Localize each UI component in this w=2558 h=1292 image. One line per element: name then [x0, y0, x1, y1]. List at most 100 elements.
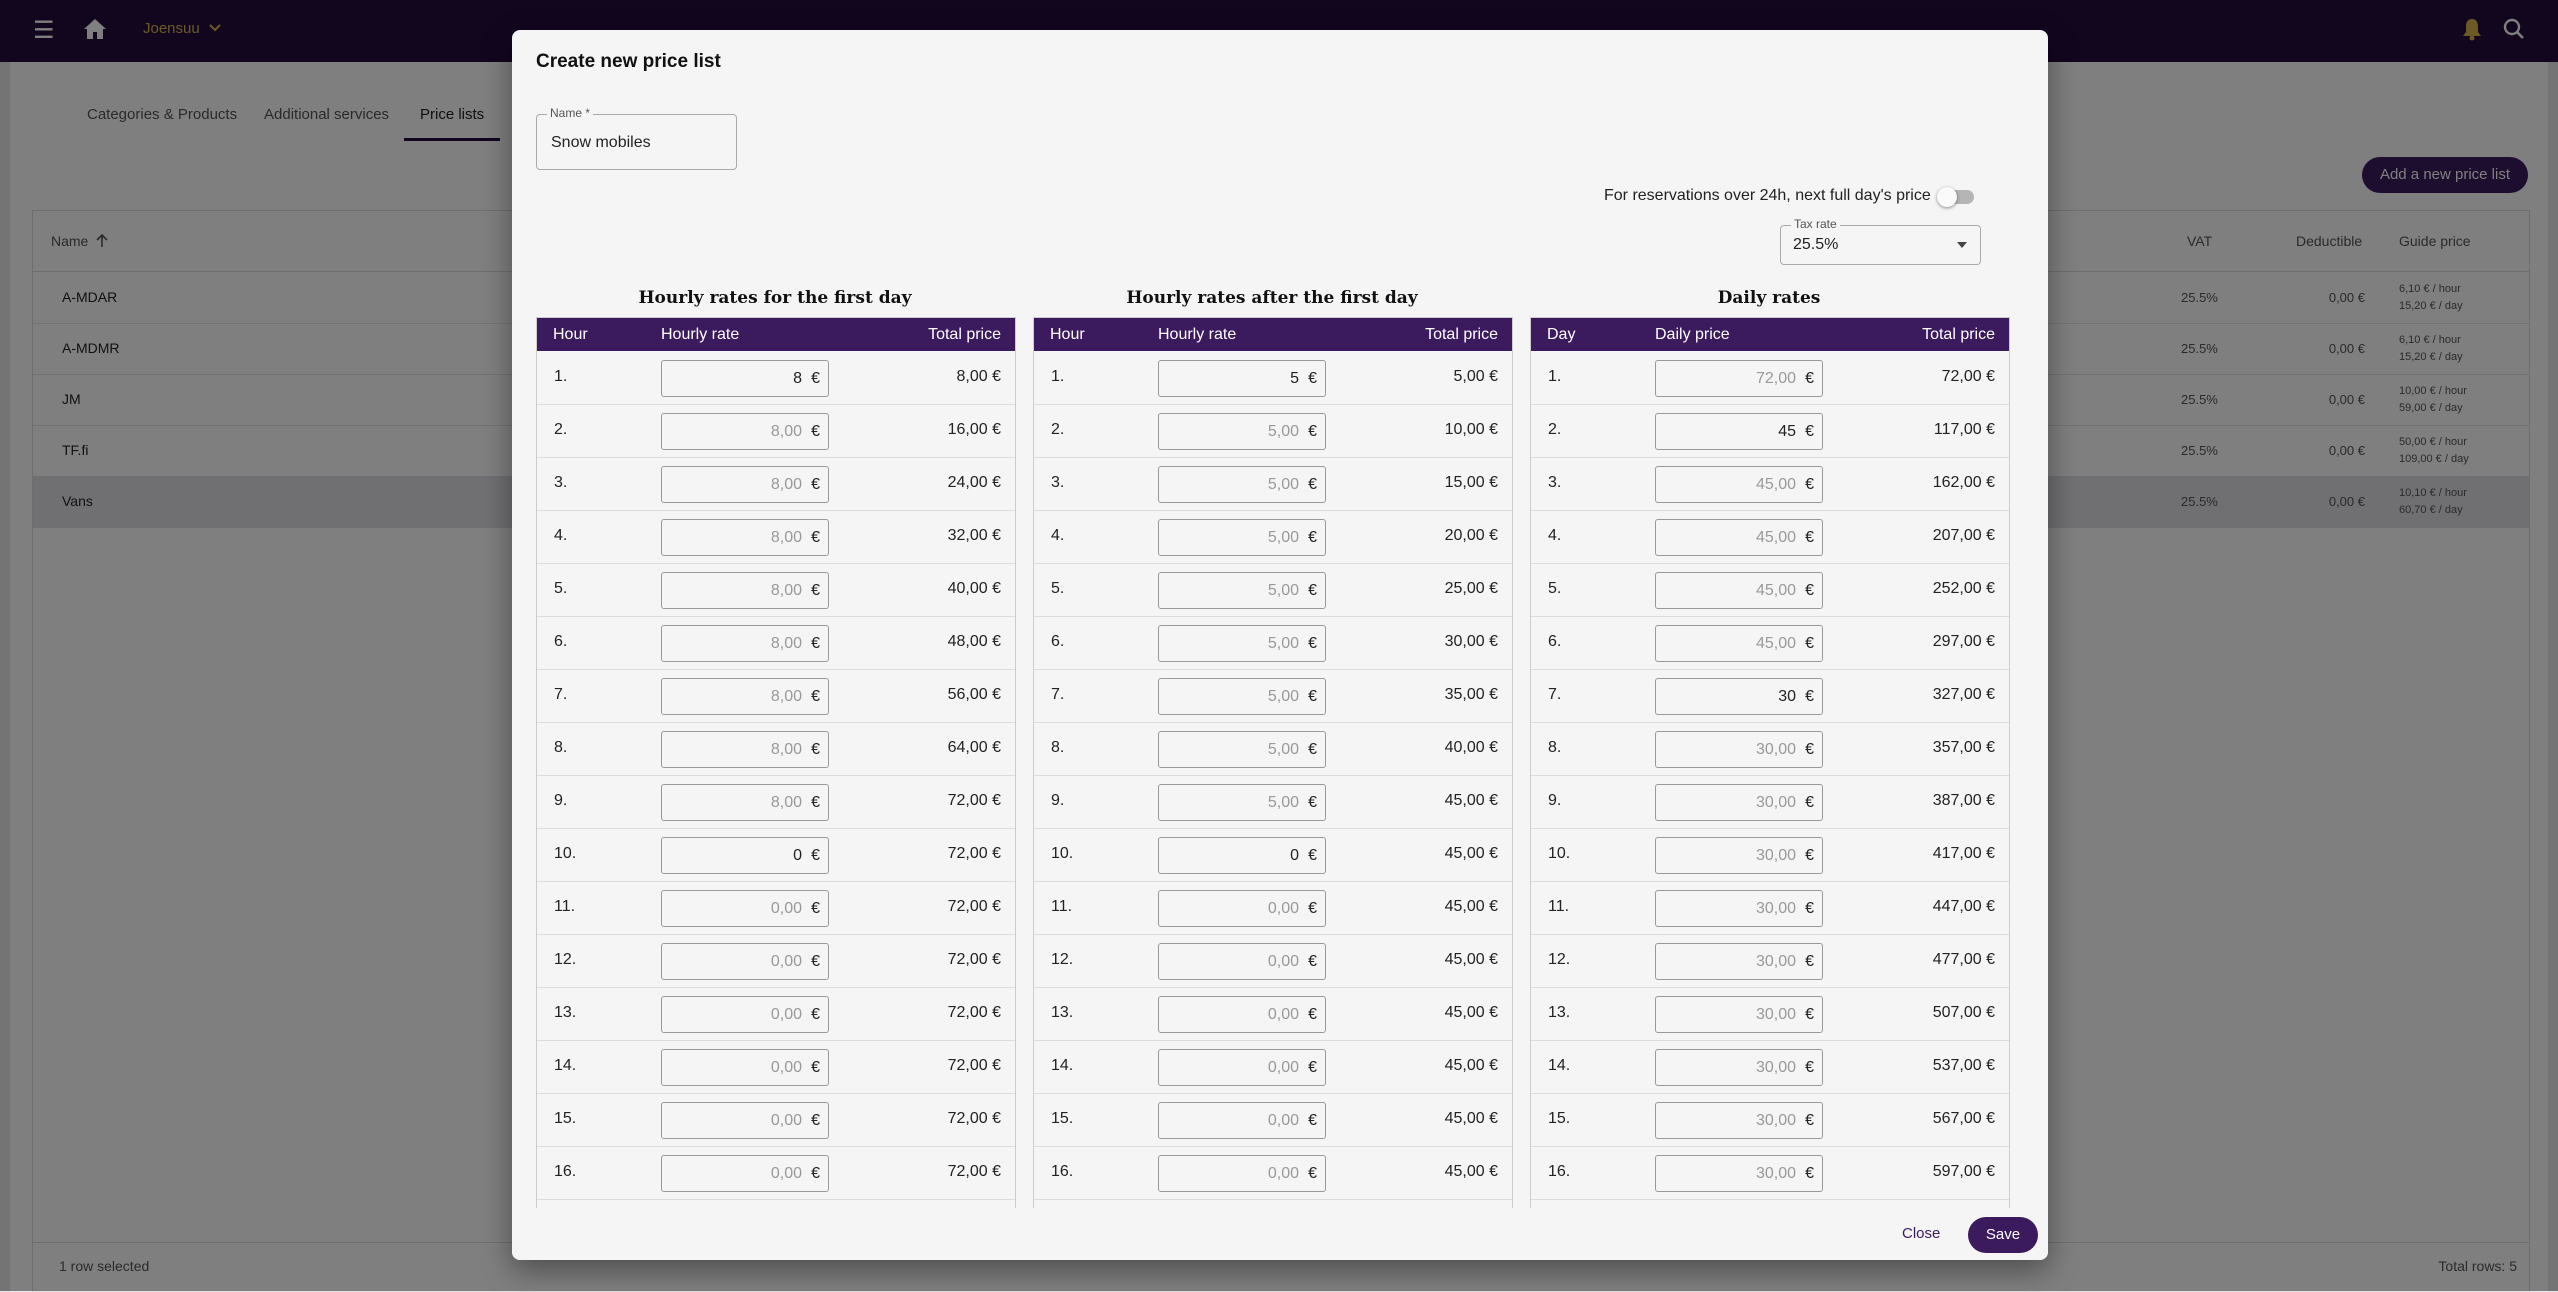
rate-input[interactable]: 30,00 €: [1655, 784, 1823, 821]
rate-input[interactable]: 5,00 €: [1158, 519, 1326, 556]
rate-input-value[interactable]: 0,00: [770, 1059, 802, 1076]
rate-input-value[interactable]: 5,00: [1267, 794, 1299, 811]
rate-input-value[interactable]: 8,00: [770, 476, 802, 493]
toggle-knob[interactable]: [1937, 187, 1957, 207]
rate-input-value[interactable]: 45,00: [1755, 582, 1796, 599]
tax-rate-select[interactable]: Tax rate 25.5%: [1780, 217, 1981, 265]
rate-input[interactable]: 30,00 €: [1655, 731, 1823, 768]
rate-input-value[interactable]: 0,00: [1267, 1059, 1299, 1076]
rate-input[interactable]: 0,00 €: [661, 890, 829, 927]
rate-input[interactable]: 0,00 €: [661, 1155, 829, 1192]
rate-input-value[interactable]: 8,00: [770, 423, 802, 440]
rate-input-value[interactable]: 5,00: [1267, 476, 1299, 493]
rate-input[interactable]: 8 €: [661, 360, 829, 397]
rate-input[interactable]: 30,00 €: [1655, 996, 1823, 1033]
rate-input[interactable]: 5 €: [1158, 360, 1326, 397]
rate-input[interactable]: 8,00 €: [661, 413, 829, 450]
rate-input[interactable]: 5,00 €: [1158, 572, 1326, 609]
rate-input-value[interactable]: 8,00: [770, 794, 802, 811]
rate-input[interactable]: 0,00 €: [661, 1102, 829, 1139]
rate-input[interactable]: 5,00 €: [1158, 413, 1326, 450]
rate-input-value[interactable]: 0,00: [1267, 953, 1299, 970]
rate-input[interactable]: 8,00 €: [661, 466, 829, 503]
rate-input-value[interactable]: 0,00: [1267, 1165, 1299, 1182]
rate-input-value[interactable]: 5,00: [1267, 529, 1299, 546]
rate-input-value[interactable]: 30,00: [1755, 741, 1796, 758]
rate-input[interactable]: 30,00 €: [1655, 837, 1823, 874]
rate-input-value[interactable]: 8,00: [770, 529, 802, 546]
rate-input[interactable]: 0,00 €: [661, 943, 829, 980]
rate-input[interactable]: 30,00 €: [1655, 890, 1823, 927]
rate-input-value[interactable]: 30,00: [1755, 1112, 1796, 1129]
rate-input-value[interactable]: 0,00: [770, 900, 802, 917]
dropdown-arrow-icon[interactable]: [1957, 242, 1967, 248]
rate-input[interactable]: 0 €: [661, 837, 829, 874]
rate-input[interactable]: 5,00 €: [1158, 625, 1326, 662]
rate-input[interactable]: 30 €: [1655, 678, 1823, 715]
rate-input-value[interactable]: 0,00: [770, 1165, 802, 1182]
rate-input[interactable]: 45,00 €: [1655, 466, 1823, 503]
rate-input[interactable]: 0,00 €: [1158, 996, 1326, 1033]
rate-input-value[interactable]: 8,00: [770, 741, 802, 758]
rate-input-value[interactable]: 0,00: [770, 953, 802, 970]
rate-input-value[interactable]: 8,00: [770, 635, 802, 652]
rate-input[interactable]: 45,00 €: [1655, 625, 1823, 662]
next-day-price-toggle[interactable]: [1937, 187, 1974, 207]
rate-input-value[interactable]: 45,00: [1755, 635, 1796, 652]
rate-input[interactable]: 72,00 €: [1655, 360, 1823, 397]
rate-input[interactable]: 0,00 €: [1158, 890, 1326, 927]
rate-input[interactable]: 0,00 €: [661, 1049, 829, 1086]
rate-input[interactable]: 8,00 €: [661, 519, 829, 556]
rate-input[interactable]: 30,00 €: [1655, 1102, 1823, 1139]
rate-input-value[interactable]: 30,00: [1755, 794, 1796, 811]
rate-input[interactable]: 8,00 €: [661, 678, 829, 715]
rate-input[interactable]: 30,00 €: [1655, 943, 1823, 980]
rate-input[interactable]: 45,00 €: [1655, 519, 1823, 556]
rate-input-value[interactable]: 8,00: [770, 582, 802, 599]
rate-input[interactable]: 5,00 €: [1158, 466, 1326, 503]
rate-input-value[interactable]: 0,00: [1267, 1006, 1299, 1023]
rate-input-value[interactable]: 0,00: [1267, 900, 1299, 917]
rate-input-value[interactable]: 72,00: [1755, 370, 1796, 387]
rate-input[interactable]: 30,00 €: [1655, 1049, 1823, 1086]
rate-input[interactable]: 8,00 €: [661, 572, 829, 609]
rate-input-value[interactable]: 30: [1778, 688, 1796, 705]
tax-rate-value[interactable]: 25.5%: [1793, 236, 1839, 253]
rate-input-value[interactable]: 0,00: [1267, 1112, 1299, 1129]
rate-input-value[interactable]: 45,00: [1755, 476, 1796, 493]
rate-input[interactable]: 8,00 €: [661, 625, 829, 662]
rate-input-value[interactable]: 0,00: [770, 1112, 802, 1129]
rate-input-value[interactable]: 5,00: [1267, 635, 1299, 652]
close-button[interactable]: Close: [1902, 1225, 1941, 1242]
rate-input-value[interactable]: 0: [793, 847, 802, 864]
rate-input-value[interactable]: 45,00: [1755, 529, 1796, 546]
rate-input-value[interactable]: 30,00: [1755, 953, 1796, 970]
rate-input-value[interactable]: 0: [1290, 847, 1299, 864]
rate-input[interactable]: 0,00 €: [1158, 1155, 1326, 1192]
rate-input[interactable]: 5,00 €: [1158, 731, 1326, 768]
rate-input-value[interactable]: 5: [1290, 370, 1299, 387]
rate-input-value[interactable]: 8,00: [770, 688, 802, 705]
rate-input[interactable]: 0,00 €: [1158, 1102, 1326, 1139]
rate-input-value[interactable]: 45: [1778, 423, 1796, 440]
rate-input-value[interactable]: 30,00: [1755, 1006, 1796, 1023]
rate-input-value[interactable]: 30,00: [1755, 1165, 1796, 1182]
rate-input[interactable]: 45,00 €: [1655, 572, 1823, 609]
rate-input[interactable]: 30,00 €: [1655, 1155, 1823, 1192]
rate-input-value[interactable]: 5,00: [1267, 741, 1299, 758]
rate-input[interactable]: 0 €: [1158, 837, 1326, 874]
rate-input-value[interactable]: 5,00: [1267, 582, 1299, 599]
name-input[interactable]: Snow mobiles: [551, 134, 651, 151]
rate-input[interactable]: 0,00 €: [1158, 943, 1326, 980]
rate-input-value[interactable]: 30,00: [1755, 1059, 1796, 1076]
rate-input-value[interactable]: 30,00: [1755, 847, 1796, 864]
rate-input[interactable]: 45 €: [1655, 413, 1823, 450]
rate-input[interactable]: 8,00 €: [661, 731, 829, 768]
rate-input-value[interactable]: 8: [793, 370, 802, 387]
name-field[interactable]: Name * Snow mobiles: [536, 106, 737, 170]
rate-input[interactable]: 8,00 €: [661, 784, 829, 821]
rate-input[interactable]: 0,00 €: [661, 996, 829, 1033]
rate-input-value[interactable]: 0,00: [770, 1006, 802, 1023]
rate-input-value[interactable]: 5,00: [1267, 688, 1299, 705]
rate-input-value[interactable]: 30,00: [1755, 900, 1796, 917]
